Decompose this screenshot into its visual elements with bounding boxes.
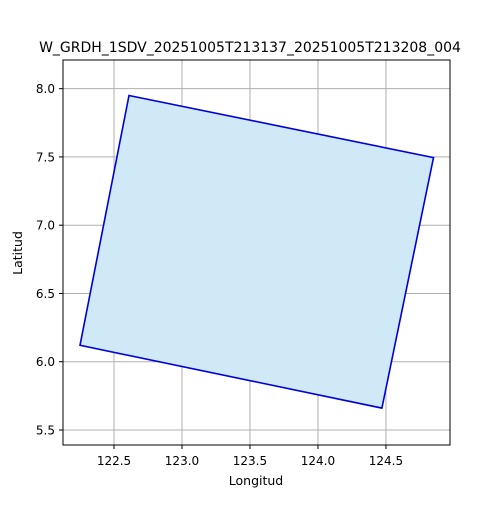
y-tick-label: 6.5 (36, 287, 55, 301)
series-layer (79, 94, 435, 410)
x-tick-label: 122.5 (97, 454, 131, 468)
x-axis-label: Longitud (229, 473, 283, 488)
y-tick-label: 6.0 (36, 355, 55, 369)
y-tick-label: 5.5 (36, 423, 55, 437)
y-tick-label: 7.5 (36, 150, 55, 164)
x-tick-label: 123.0 (165, 454, 199, 468)
footprint-polygon (79, 94, 435, 410)
y-axis-label: Latitud (10, 231, 25, 275)
chart-title: W_GRDH_1SDV_20251005T213137_20251005T213… (39, 40, 461, 56)
plot-frame (62, 59, 451, 446)
ticks-layer: 122.5 123.0 123.5 124.0 124.5 5.5 6.0 6.5 7.0 7.5… (36, 82, 403, 468)
y-tick-label: 7.0 (36, 219, 55, 233)
x-tick-label: 123.5 (233, 454, 267, 468)
x-tick-label: 124.5 (369, 454, 403, 468)
y-tick-label: 8.0 (36, 82, 55, 96)
x-tick-label: 124.0 (301, 454, 335, 468)
